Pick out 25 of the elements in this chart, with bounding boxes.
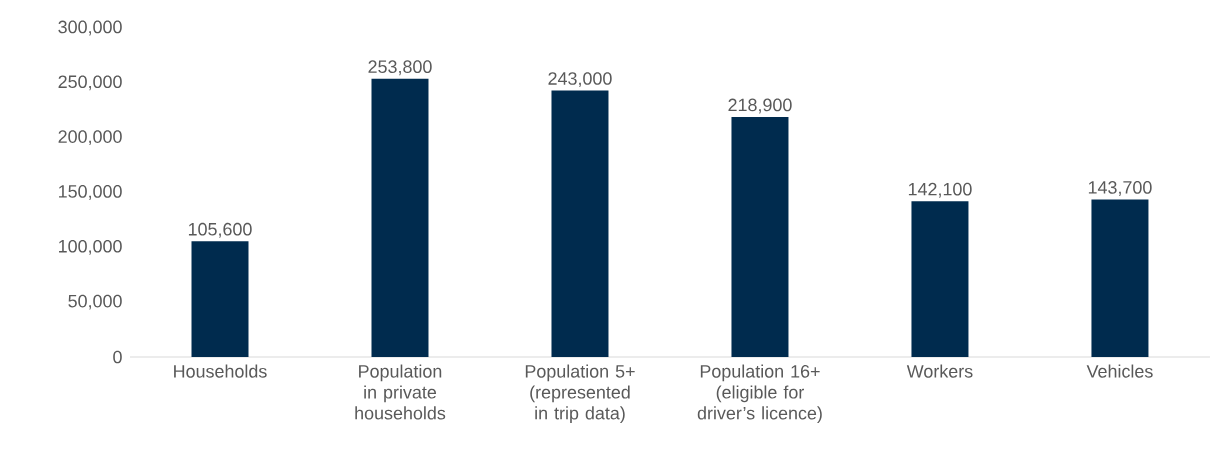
x-tick-label: Vehicles [1086, 364, 1153, 378]
data-label: 105,600 [188, 222, 252, 238]
bar [731, 116, 789, 357]
bar [911, 201, 969, 357]
x-tick-label: Population 16+ (eligible for driver’s licence) [697, 364, 822, 424]
bar [1091, 199, 1149, 357]
bar [191, 241, 249, 357]
data-label: 143,700 [1088, 181, 1152, 196]
data-label: 243,000 [548, 72, 612, 87]
y-tick-label: 150,000 [59, 185, 122, 200]
y-tick-label: 0 [113, 350, 122, 364]
y-tick-label: 250,000 [58, 75, 122, 91]
x-tick-label: Population in private households [355, 364, 446, 420]
x-tick-label: Households [174, 364, 267, 378]
y-tick-label: 50,000 [68, 294, 122, 310]
data-label: 142,100 [908, 182, 972, 198]
y-tick-label: 300,000 [58, 20, 122, 36]
x-tick-label: Population 5+ (represented in trip data) [525, 364, 635, 424]
y-tick-label: 100,000 [59, 239, 122, 255]
bar [371, 78, 429, 357]
bar [551, 90, 609, 357]
y-tick-label: 200,000 [58, 130, 122, 146]
data-label: 253,800 [368, 60, 432, 76]
x-tick-label: Workers [906, 364, 973, 378]
data-label: 218,900 [728, 98, 792, 114]
